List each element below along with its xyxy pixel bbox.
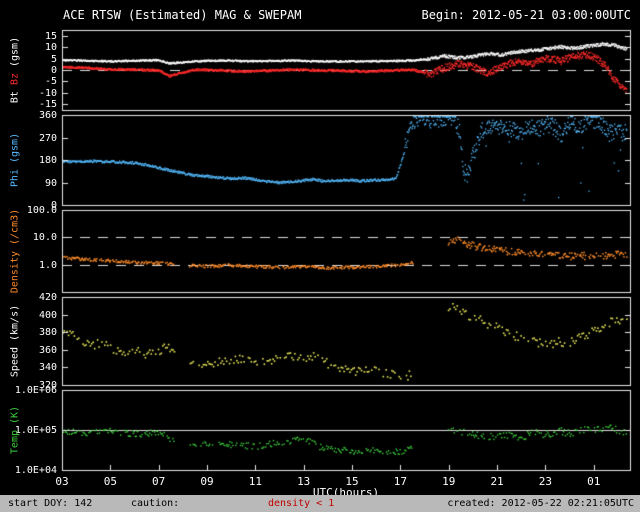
y-axis-title-part: Density (/cm3) <box>9 208 21 294</box>
x-tick-label: 09 <box>200 475 214 488</box>
y-axis-title-part: Speed (km/s) <box>9 304 21 378</box>
y-axis-title-part: Bt <box>9 91 21 104</box>
begin-timestamp: Begin: 2012-05-21 03:00:00UTC <box>421 8 631 22</box>
x-tick-label: 21 <box>490 475 504 488</box>
y-axis-title-part: (gsm) <box>9 36 21 68</box>
x-tick-label: 19 <box>442 475 456 488</box>
y-tick-label: 320 <box>38 379 57 391</box>
x-tick-label: 17 <box>393 475 407 488</box>
y-tick-label: 0 <box>50 199 57 211</box>
y-tick-label: 5 <box>50 53 57 65</box>
y-axis-title-speed: Speed (km/s) <box>10 302 21 380</box>
y-tick-label: -10 <box>38 87 57 99</box>
y-tick-label: 270 <box>38 132 57 144</box>
y-tick-label: 15 <box>44 30 57 42</box>
y-tick-label: -5 <box>44 75 57 87</box>
x-tick-label: 11 <box>248 475 262 488</box>
y-tick-label: 100.0 <box>26 204 57 216</box>
y-tick-label: 340 <box>38 361 57 373</box>
y-axis-title-part: Bz <box>9 73 21 86</box>
y-axis-title-bt-bz: Bt Bz (gsm) <box>10 34 21 106</box>
y-tick-label: 10.0 <box>32 231 57 243</box>
y-axis-title-phi: Phi (gsm) <box>10 130 21 190</box>
y-tick-label: 1.0E+05 <box>14 424 57 436</box>
y-tick-label: 400 <box>38 309 57 321</box>
y-tick-label: 0 <box>50 64 57 76</box>
footer-bar: start DOY: 142 caution: density < 1 crea… <box>0 495 640 512</box>
x-tick-label: 03 <box>55 475 69 488</box>
x-tick-label: 15 <box>345 475 359 488</box>
y-tick-label: 380 <box>38 326 57 338</box>
plot-title: ACE RTSW (Estimated) MAG & SWEPAM <box>63 8 302 22</box>
y-tick-label: 10 <box>44 41 57 53</box>
x-tick-label: 13 <box>297 475 311 488</box>
y-tick-label: -15 <box>38 98 57 110</box>
x-tick-label: 05 <box>103 475 117 488</box>
y-tick-label: 360 <box>38 109 57 121</box>
x-tick-label: 23 <box>538 475 553 488</box>
y-tick-label: 1.0 <box>38 259 57 271</box>
y-tick-label: 1.0E+04 <box>14 464 57 476</box>
footer-caution-label: caution: <box>131 498 180 509</box>
y-tick-label: 1.0E+06 <box>14 384 57 396</box>
footer-caution-value: density < 1 <box>268 498 335 509</box>
y-axis-title-temp: Temp (K) <box>10 403 21 457</box>
y-axis-title-density: Density (/cm3) <box>10 206 21 296</box>
y-axis-title-part: Phi (gsm) <box>9 132 21 188</box>
y-tick-label: 420 <box>38 291 57 303</box>
y-tick-label: 90 <box>44 177 57 189</box>
footer-start-doy: start DOY: 142 <box>8 498 93 509</box>
y-tick-label: 360 <box>38 344 57 356</box>
y-tick-label: 180 <box>38 154 57 166</box>
footer-created-timestamp: created: 2012-05-22 02:21:05UTC <box>447 498 634 509</box>
y-axis-title-part: Temp (K) <box>9 405 21 455</box>
x-tick-label: 07 <box>152 475 166 488</box>
x-tick-label: 01 <box>587 475 601 488</box>
